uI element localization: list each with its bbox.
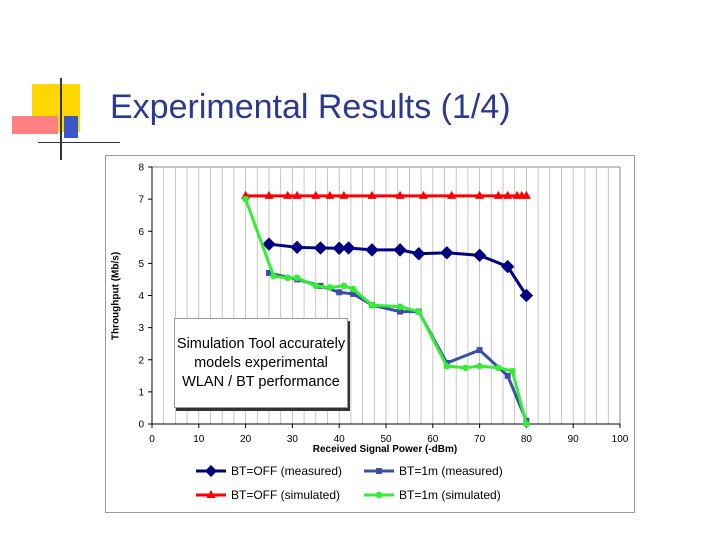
data-point-series-3	[339, 190, 349, 199]
data-point-series-4	[476, 362, 483, 370]
data-point-series-1	[519, 288, 534, 303]
data-point-series-1	[332, 241, 346, 255]
y-tick-label: 8	[138, 163, 144, 174]
data-point-series-2	[397, 308, 404, 315]
data-point-series-4	[340, 282, 348, 290]
data-point-series-3	[475, 190, 485, 199]
chart-legend: BT=OFF (measured) BT=1m (measured) BT=OFF …	[195, 461, 525, 507]
legend-swatch	[364, 468, 394, 474]
data-point-series-3	[447, 190, 457, 199]
y-tick-label: 0	[138, 420, 144, 431]
data-point-series-4	[415, 308, 423, 315]
data-point-series-1	[500, 259, 515, 274]
x-tick-label: 0	[149, 434, 155, 445]
annotation-box: Simulation Tool accurately models experi…	[174, 318, 348, 408]
x-axis-label: Received Signal Power (-dBm)	[312, 444, 458, 455]
data-point-series-1	[412, 247, 426, 261]
slide-title: Experimental Results (1/4)	[110, 88, 511, 126]
deco-blue-block	[64, 116, 78, 138]
data-point-series-1	[341, 241, 356, 255]
data-point-series-3	[418, 190, 428, 199]
data-point-series-2	[350, 290, 357, 297]
data-point-series-4	[270, 272, 277, 280]
data-point-series-3	[283, 190, 293, 199]
y-tick-label: 3	[138, 323, 144, 334]
data-point-series-1	[290, 240, 304, 255]
data-point-series-1	[472, 248, 487, 263]
data-point-series-2	[336, 289, 343, 296]
data-point-series-4	[396, 303, 404, 311]
data-point-series-4	[509, 367, 516, 375]
data-point-series-4	[326, 284, 334, 291]
legend-label: BT=OFF (simulated)	[231, 488, 341, 502]
deco-vertical-line	[60, 78, 62, 160]
legend-item: BT=OFF (measured)	[195, 461, 342, 481]
y-tick-label: 2	[138, 355, 144, 366]
data-point-series-2	[504, 372, 511, 379]
x-tick-label: 30	[287, 434, 299, 445]
deco-red-block	[12, 116, 58, 134]
x-tick-label: 100	[612, 434, 629, 445]
data-point-series-1	[262, 237, 276, 251]
legend-swatch	[196, 490, 226, 498]
legend-item: BT=1m (measured)	[363, 461, 503, 481]
data-point-series-3	[292, 190, 302, 199]
data-point-series-4	[495, 364, 502, 372]
data-point-series-3	[493, 190, 503, 199]
x-tick-label: 80	[521, 434, 533, 445]
y-tick-label: 6	[138, 227, 144, 238]
deco-horizontal-line	[38, 142, 120, 143]
annotation-text: Simulation Tool accurately models experi…	[176, 335, 346, 390]
data-point-series-4	[523, 420, 530, 428]
legend-swatch	[364, 491, 394, 499]
y-tick-label: 5	[138, 259, 144, 270]
y-tick-label: 4	[138, 291, 144, 302]
data-point-series-4	[284, 274, 292, 282]
data-point-series-3	[311, 190, 321, 199]
x-tick-label: 40	[334, 434, 346, 445]
data-point-series-4	[443, 362, 451, 370]
y-tick-label: 7	[138, 195, 144, 206]
data-point-series-2	[266, 270, 272, 277]
data-point-series-4	[242, 195, 249, 203]
data-point-series-3	[264, 190, 274, 199]
y-tick-label: 1	[138, 387, 144, 398]
legend-item: BT=1m (simulated)	[363, 485, 501, 505]
x-tick-label: 90	[568, 434, 580, 445]
data-point-series-1	[313, 241, 328, 255]
data-point-series-4	[293, 274, 301, 282]
x-tick-label: 10	[193, 434, 205, 445]
x-tick-label: 60	[427, 434, 439, 445]
data-point-series-3	[395, 190, 405, 199]
data-point-series-3	[521, 190, 531, 199]
legend-label: BT=1m (measured)	[399, 464, 503, 478]
legend-label: BT=OFF (measured)	[231, 464, 343, 478]
legend-swatch	[196, 465, 226, 477]
x-tick-label: 20	[240, 434, 252, 445]
data-point-series-4	[312, 282, 320, 290]
x-tick-label: 70	[474, 434, 486, 445]
data-point-series-4	[349, 285, 357, 293]
data-point-series-3	[325, 190, 335, 199]
data-point-series-4	[462, 364, 469, 372]
legend-label: BT=1m (simulated)	[399, 488, 501, 502]
data-point-series-1	[440, 246, 454, 260]
x-tick-label: 50	[380, 434, 392, 445]
data-point-series-2	[476, 347, 483, 354]
data-point-series-1	[393, 243, 407, 257]
data-point-series-4	[368, 301, 376, 309]
data-point-series-1	[365, 243, 379, 257]
y-axis-label: Throughput (Mb/s)	[110, 251, 122, 341]
legend-item: BT=OFF (simulated)	[195, 485, 340, 505]
data-point-series-3	[503, 190, 513, 199]
data-point-series-3	[367, 190, 377, 199]
